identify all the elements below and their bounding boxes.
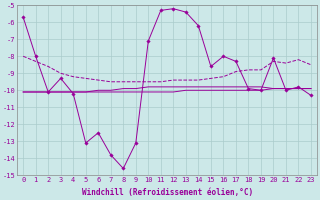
X-axis label: Windchill (Refroidissement éolien,°C): Windchill (Refroidissement éolien,°C) [82, 188, 252, 197]
